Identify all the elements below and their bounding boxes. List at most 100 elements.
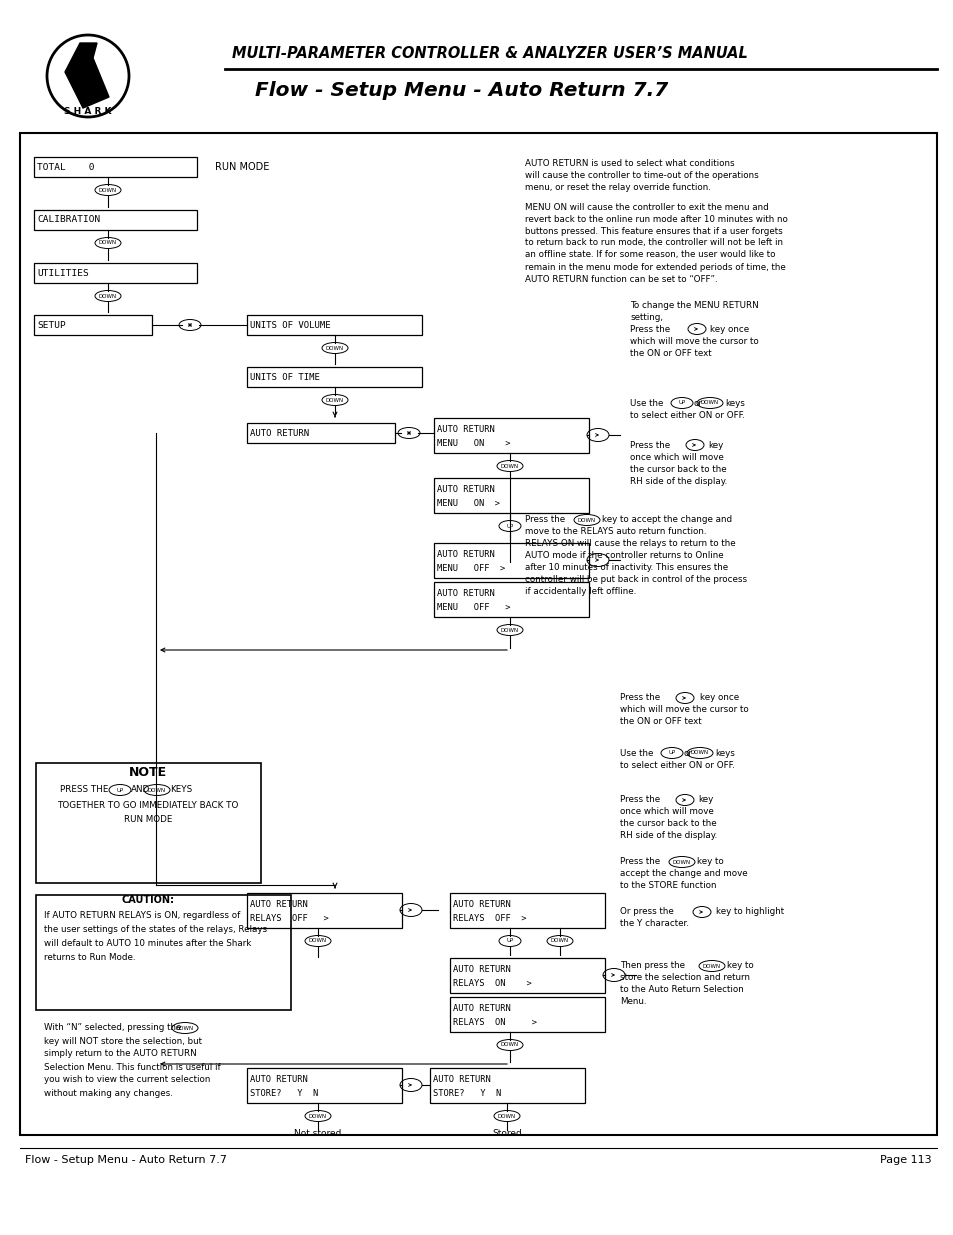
Text: to the Auto Return Selection: to the Auto Return Selection — [619, 986, 743, 994]
Text: RUN MODE: RUN MODE — [124, 815, 172, 825]
Text: Selection Menu. This function is useful if: Selection Menu. This function is useful … — [44, 1062, 220, 1072]
Text: MENU   OFF  >: MENU OFF > — [436, 563, 505, 573]
Bar — [450, 958, 604, 993]
Text: PRESS THE: PRESS THE — [60, 785, 109, 794]
Text: UP: UP — [116, 788, 124, 793]
Text: UP: UP — [678, 400, 685, 405]
Text: UP: UP — [506, 524, 513, 529]
Bar — [247, 893, 401, 927]
Text: MENU   OFF   >: MENU OFF > — [436, 603, 510, 611]
Text: Press the: Press the — [619, 857, 659, 867]
Text: AUTO RETURN: AUTO RETURN — [436, 589, 495, 598]
Text: Use the: Use the — [619, 748, 653, 757]
Bar — [430, 1068, 584, 1103]
Text: without making any changes.: without making any changes. — [44, 1088, 172, 1098]
Text: DOWN: DOWN — [672, 860, 690, 864]
Text: the user settings of the states of the relays, Relays: the user settings of the states of the r… — [44, 925, 267, 935]
Text: simply return to the AUTO RETURN: simply return to the AUTO RETURN — [44, 1050, 196, 1058]
Text: DOWN: DOWN — [500, 463, 518, 468]
Text: Not stored: Not stored — [294, 1129, 341, 1137]
Text: RELAYS  OFF  >: RELAYS OFF > — [453, 914, 526, 923]
Bar — [434, 417, 588, 453]
Text: UTILITIES: UTILITIES — [37, 268, 89, 278]
Text: MENU ON will cause the controller to exit the menu and: MENU ON will cause the controller to exi… — [524, 203, 768, 211]
Text: RELAYS  ON    >: RELAYS ON > — [453, 978, 531, 988]
Bar — [34, 263, 196, 283]
Text: returns to Run Mode.: returns to Run Mode. — [44, 953, 135, 962]
Text: UNITS OF TIME: UNITS OF TIME — [250, 373, 319, 382]
Text: UP: UP — [506, 939, 513, 944]
Text: MULTI-PARAMETER CONTROLLER & ANALYZER USER’S MANUAL: MULTI-PARAMETER CONTROLLER & ANALYZER US… — [232, 46, 747, 61]
Text: S H A R K: S H A R K — [64, 106, 112, 116]
Text: to return back to run mode, the controller will not be left in: to return back to run mode, the controll… — [524, 238, 782, 247]
Text: DOWN: DOWN — [700, 400, 719, 405]
Text: AUTO RETURN function can be set to “OFF”.: AUTO RETURN function can be set to “OFF”… — [524, 274, 717, 284]
Text: RH side of the display.: RH side of the display. — [619, 831, 717, 841]
Text: With “N” selected, pressing the: With “N” selected, pressing the — [44, 1024, 181, 1032]
Text: SETUP: SETUP — [37, 321, 66, 330]
Text: the cursor back to the: the cursor back to the — [629, 464, 726, 473]
Text: CAUTION:: CAUTION: — [121, 895, 174, 905]
Text: DOWN: DOWN — [702, 963, 720, 968]
Text: the cursor back to the: the cursor back to the — [619, 820, 716, 829]
Text: the ON or OFF text: the ON or OFF text — [629, 348, 711, 357]
Text: menu, or reset the relay override function.: menu, or reset the relay override functi… — [524, 183, 710, 191]
Text: UP: UP — [668, 751, 675, 756]
Text: RELAYS  ON     >: RELAYS ON > — [453, 1018, 537, 1026]
Text: DOWN: DOWN — [175, 1025, 193, 1030]
Text: AND: AND — [131, 785, 150, 794]
Bar — [434, 543, 588, 578]
Text: key once: key once — [709, 325, 748, 333]
Text: setting,: setting, — [629, 312, 662, 321]
Text: TOGETHER TO GO IMMEDIATELY BACK TO: TOGETHER TO GO IMMEDIATELY BACK TO — [57, 802, 238, 810]
Text: AUTO RETURN: AUTO RETURN — [250, 1074, 308, 1084]
Bar — [247, 1068, 401, 1103]
Text: Press the: Press the — [524, 515, 564, 525]
Text: AUTO RETURN: AUTO RETURN — [436, 550, 495, 559]
Text: STORE?   Y  N: STORE? Y N — [433, 1089, 500, 1098]
Text: DOWN: DOWN — [99, 188, 117, 193]
Text: move to the RELAYS auto return function.: move to the RELAYS auto return function. — [524, 527, 706, 536]
Text: RUN MODE: RUN MODE — [214, 162, 269, 172]
Text: which will move the cursor to: which will move the cursor to — [629, 336, 758, 346]
Text: keys: keys — [714, 748, 734, 757]
Text: remain in the menu mode for extended periods of time, the: remain in the menu mode for extended per… — [524, 263, 785, 272]
Text: to select either ON or OFF.: to select either ON or OFF. — [629, 410, 744, 420]
Text: AUTO RETURN: AUTO RETURN — [250, 429, 309, 437]
Text: store the selection and return: store the selection and return — [619, 973, 749, 983]
Text: TOTAL    0: TOTAL 0 — [37, 163, 94, 172]
Text: DOWN: DOWN — [690, 751, 708, 756]
Text: If AUTO RETURN RELAYS is ON, regardless of: If AUTO RETURN RELAYS is ON, regardless … — [44, 911, 240, 920]
Text: DOWN: DOWN — [551, 939, 569, 944]
Text: Flow - Setup Menu - Auto Return 7.7: Flow - Setup Menu - Auto Return 7.7 — [25, 1155, 227, 1165]
Text: to select either ON or OFF.: to select either ON or OFF. — [619, 761, 734, 769]
Text: an offline state. If for some reason, the user would like to: an offline state. If for some reason, th… — [524, 251, 775, 259]
Text: DOWN: DOWN — [309, 939, 327, 944]
Text: Flow - Setup Menu - Auto Return 7.7: Flow - Setup Menu - Auto Return 7.7 — [254, 80, 667, 100]
Text: controller will be put back in control of the process: controller will be put back in control o… — [524, 576, 746, 584]
Text: MENU   ON  >: MENU ON > — [436, 499, 499, 508]
Text: DOWN: DOWN — [326, 346, 344, 351]
Text: Page 113: Page 113 — [880, 1155, 931, 1165]
Text: Press the: Press the — [629, 325, 669, 333]
Text: AUTO RETURN: AUTO RETURN — [433, 1074, 490, 1084]
Text: Menu.: Menu. — [619, 998, 646, 1007]
Text: AUTO RETURN: AUTO RETURN — [453, 1004, 510, 1013]
Text: Press the: Press the — [629, 441, 669, 450]
Text: keys: keys — [724, 399, 744, 408]
Text: once which will move: once which will move — [629, 452, 723, 462]
Text: AUTO mode if the controller returns to Online: AUTO mode if the controller returns to O… — [524, 552, 723, 561]
Text: key to: key to — [726, 962, 753, 971]
Text: you wish to view the current selection: you wish to view the current selection — [44, 1076, 211, 1084]
Text: the Y character.: the Y character. — [619, 920, 688, 929]
Text: AUTO RETURN: AUTO RETURN — [436, 485, 495, 494]
Text: key will NOT store the selection, but: key will NOT store the selection, but — [44, 1036, 202, 1046]
Text: key to accept the change and: key to accept the change and — [601, 515, 731, 525]
Text: Then press the: Then press the — [619, 962, 684, 971]
Text: key: key — [707, 441, 722, 450]
Text: AUTO RETURN: AUTO RETURN — [250, 900, 308, 909]
Text: or: or — [683, 748, 692, 757]
Text: DOWN: DOWN — [309, 1114, 327, 1119]
Text: NOTE: NOTE — [129, 767, 167, 779]
Text: buttons pressed. This feature ensures that if a user forgets: buttons pressed. This feature ensures th… — [524, 226, 781, 236]
